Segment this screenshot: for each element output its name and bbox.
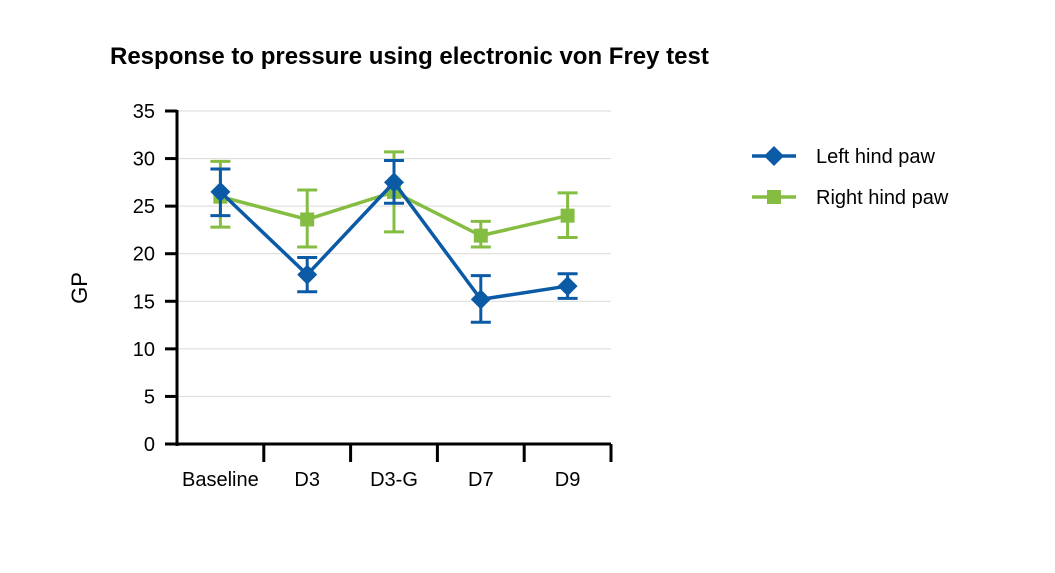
x-tick-label: D9 xyxy=(555,469,581,491)
data-point xyxy=(297,264,318,285)
tick-labels: 0 5 10 15 20 25 30 35 Baseline D3 D3-G D7 D9 xyxy=(133,101,581,491)
y-tick-label: 20 xyxy=(133,244,155,266)
data-point xyxy=(384,172,404,193)
x-tick-label: Baseline xyxy=(182,469,259,491)
data-point xyxy=(557,276,578,297)
data-point xyxy=(560,208,575,223)
y-tick-label: 0 xyxy=(144,434,155,456)
y-tick-label: 30 xyxy=(133,149,155,171)
axes xyxy=(165,109,613,462)
legend-item-0: Left hind paw xyxy=(752,146,936,168)
x-tick-label: D3 xyxy=(294,469,320,491)
legend-item-1: Right hind paw xyxy=(752,187,949,209)
series-layer xyxy=(210,150,578,324)
series-0 xyxy=(210,158,578,324)
data-point xyxy=(210,181,231,202)
y-tick-label: 5 xyxy=(144,386,155,408)
data-point xyxy=(300,212,315,227)
y-tick-label: 15 xyxy=(133,291,155,313)
legend: Left hind paw Right hind paw xyxy=(752,146,949,209)
data-point xyxy=(473,228,488,243)
legend-label: Left hind paw xyxy=(816,146,936,168)
chart-title: Response to pressure using electronic vo… xyxy=(110,43,709,70)
y-tick-label: 10 xyxy=(133,339,155,361)
y-axis-label: GP xyxy=(67,272,92,304)
legend-marker xyxy=(764,146,784,166)
y-tick-label: 25 xyxy=(133,196,155,218)
legend-label: Right hind paw xyxy=(816,187,949,209)
x-tick-label: D3-G xyxy=(370,469,418,491)
x-tick-label: D7 xyxy=(468,469,494,491)
y-tick-label: 35 xyxy=(133,101,155,123)
data-point xyxy=(470,289,491,310)
legend-marker xyxy=(767,190,781,204)
